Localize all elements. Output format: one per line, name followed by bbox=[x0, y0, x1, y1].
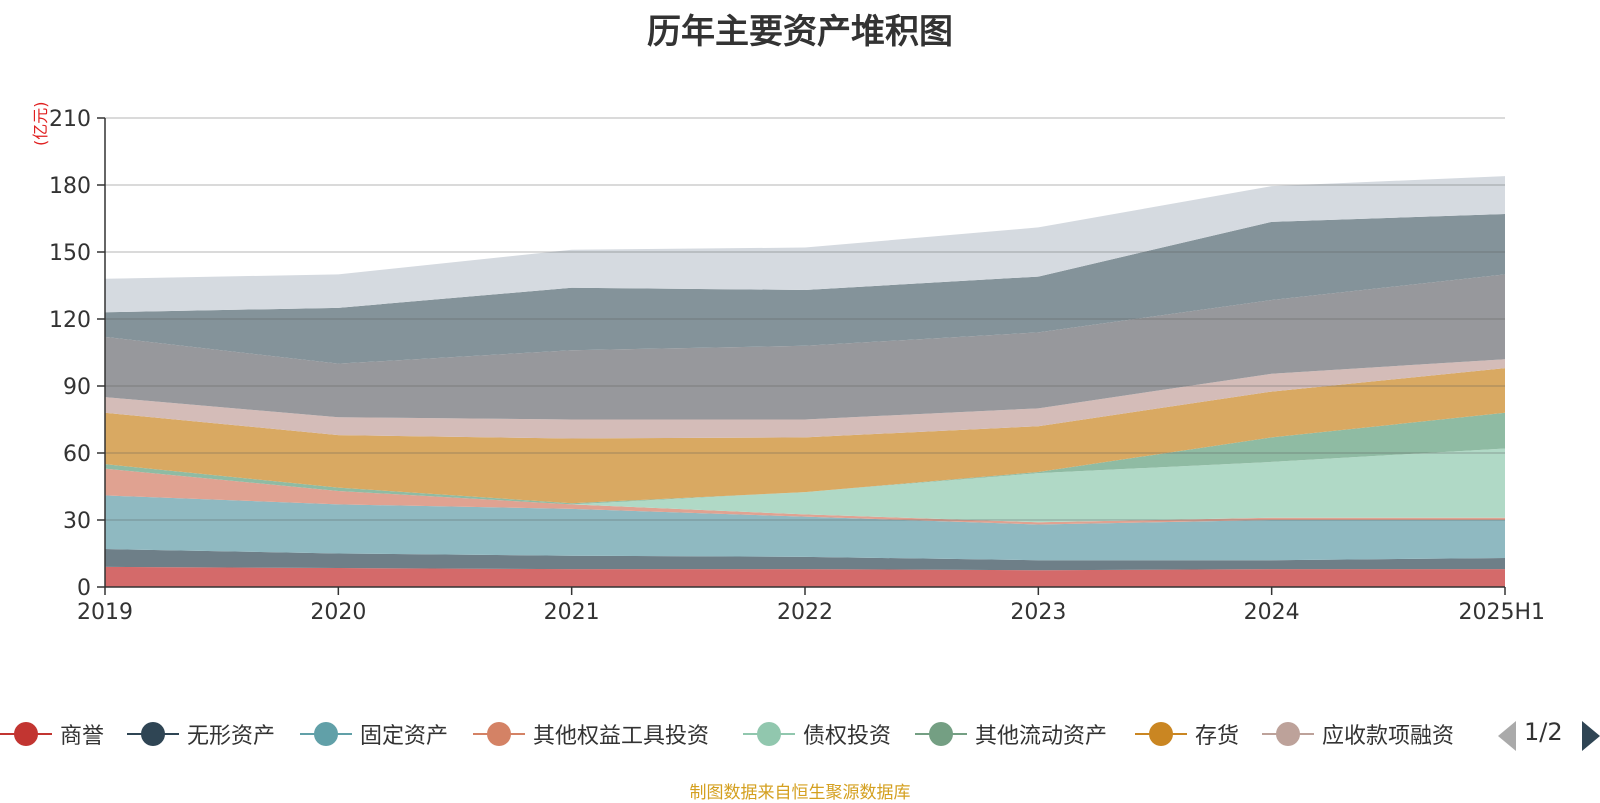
x-tick-label-2: 2021 bbox=[544, 600, 600, 625]
x-tick-label-5: 2024 bbox=[1244, 600, 1300, 625]
legend-marker-icon bbox=[743, 722, 795, 746]
area-series-5 bbox=[105, 412, 1505, 505]
x-tick-label-0: 2019 bbox=[77, 600, 133, 625]
x-tick-label-1: 2020 bbox=[310, 600, 366, 625]
y-tick-label-1: 30 bbox=[63, 509, 91, 534]
legend-page-indicator: 1/2 bbox=[1524, 718, 1563, 746]
legend-marker-icon bbox=[915, 722, 967, 746]
data-source-note: 制图数据来自恒生聚源数据库 bbox=[689, 783, 911, 803]
legend-item-2[interactable]: 固定资产 bbox=[300, 712, 448, 756]
legend-item-0[interactable]: 商誉 bbox=[0, 712, 104, 756]
y-tick-label-6: 180 bbox=[49, 174, 91, 199]
legend-item-6[interactable]: 存货 bbox=[1135, 712, 1239, 756]
axes: 0 30 60 90 120 150 180 210 2019 2020 2021 2022 2023 2… bbox=[49, 107, 1545, 625]
grid-lines bbox=[105, 117, 1505, 521]
legend-label: 固定资产 bbox=[360, 724, 449, 749]
legend-item-7[interactable]: 应收款项融资 bbox=[1262, 712, 1454, 756]
legend-label: 其他权益工具投资 bbox=[533, 724, 710, 749]
x-tick-label-3: 2022 bbox=[777, 600, 833, 625]
area-series-7 bbox=[105, 359, 1505, 439]
legend-marker-icon bbox=[1262, 722, 1314, 746]
legend-prev-arrow-icon[interactable] bbox=[1498, 721, 1516, 751]
legend-label: 商誉 bbox=[60, 724, 105, 749]
legend-item-1[interactable]: 无形资产 bbox=[127, 712, 275, 756]
legend-marker-icon bbox=[127, 722, 179, 746]
y-tick-label-4: 120 bbox=[49, 308, 91, 333]
legend-item-5[interactable]: 其他流动资产 bbox=[915, 712, 1107, 756]
legend-marker-icon bbox=[473, 722, 525, 746]
y-axis-unit-label: (亿元) bbox=[31, 101, 50, 147]
legend-item-3[interactable]: 其他权益工具投资 bbox=[473, 712, 709, 756]
area-series-3 bbox=[105, 468, 1505, 525]
area-layers bbox=[105, 176, 1505, 587]
area-series-4 bbox=[105, 448, 1505, 523]
area-series-6 bbox=[105, 368, 1505, 504]
y-tick-label-3: 90 bbox=[63, 375, 91, 400]
y-tick-label-0: 0 bbox=[77, 576, 91, 601]
y-tick-label-7: 210 bbox=[49, 107, 91, 132]
legend-label: 存货 bbox=[1195, 724, 1240, 749]
stacked-area-chart: 0 30 60 90 120 150 180 210 2019 2020 2021 2022 2023 2… bbox=[49, 107, 1545, 625]
legend-pager: 1/2 bbox=[1498, 718, 1600, 752]
x-tick-label-6: 2025H1 bbox=[1458, 600, 1545, 625]
legend-items: 商誉 无形资产 固定资产 其他权益工具投资 债权投资 其他流动资产 存货 应收款项融资 bbox=[0, 712, 1472, 756]
area-series-0 bbox=[105, 566, 1505, 587]
legend: 商誉 无形资产 固定资产 其他权益工具投资 债权投资 其他流动资产 存货 应收款项融资 bbox=[0, 712, 1600, 756]
legend-marker-icon bbox=[300, 722, 352, 746]
y-tick-label-2: 60 bbox=[63, 442, 91, 467]
legend-next-arrow-icon[interactable] bbox=[1582, 721, 1600, 751]
legend-label: 应收款项融资 bbox=[1322, 724, 1455, 749]
chart-title: 历年主要资产堆积图 bbox=[647, 12, 953, 52]
y-tick-label-5: 150 bbox=[49, 241, 91, 266]
legend-label: 其他流动资产 bbox=[975, 724, 1108, 749]
area-series-10 bbox=[105, 176, 1505, 313]
legend-marker-icon bbox=[0, 722, 52, 746]
legend-label: 无形资产 bbox=[187, 724, 276, 749]
area-series-1 bbox=[105, 549, 1505, 571]
area-series-2 bbox=[105, 495, 1505, 561]
area-series-8 bbox=[105, 274, 1505, 420]
x-tick-label-4: 2023 bbox=[1010, 600, 1066, 625]
legend-label: 债权投资 bbox=[803, 724, 892, 749]
area-series-9 bbox=[105, 214, 1505, 364]
legend-marker-icon bbox=[1135, 722, 1187, 746]
legend-item-4[interactable]: 债权投资 bbox=[743, 712, 891, 756]
